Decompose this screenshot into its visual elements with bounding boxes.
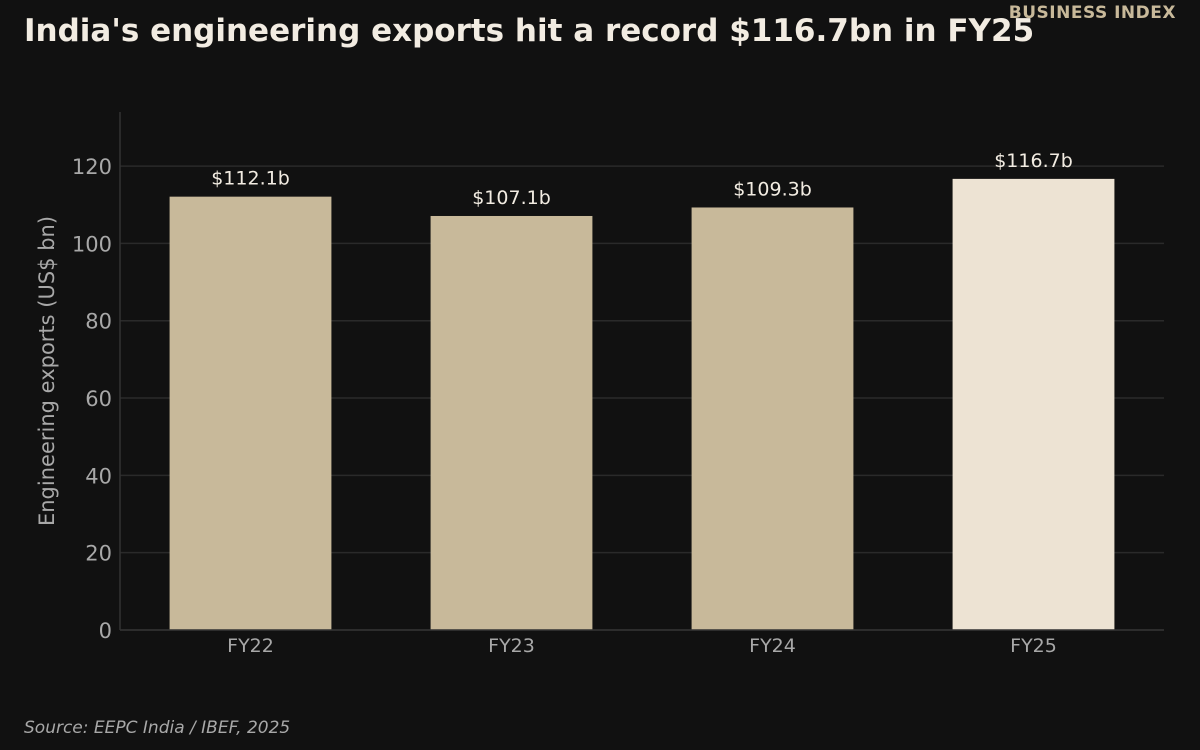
bar-fy23	[430, 215, 593, 630]
x-tick-label: FY23	[488, 635, 535, 657]
y-axis-title: Engineering exports (US$ bn)	[35, 216, 59, 526]
value-label: $109.3b	[733, 178, 812, 200]
y-tick-label: 80	[85, 310, 112, 334]
bars	[169, 178, 1115, 631]
x-tick-label: FY25	[1010, 635, 1057, 657]
x-tick-label: FY24	[749, 635, 796, 657]
y-tick-label: 60	[85, 387, 112, 411]
bar-fy25	[952, 178, 1115, 631]
bar-fy22	[169, 196, 332, 630]
value-label: $116.7b	[994, 150, 1073, 172]
y-tick-label: 0	[99, 619, 112, 643]
brand-label: BUSINESS INDEX	[1008, 3, 1176, 23]
bar-fy24	[691, 207, 854, 630]
y-tick-label: 20	[85, 542, 112, 566]
value-label: $107.1b	[472, 187, 551, 209]
value-labels: $112.1b $107.1b $109.3b $116.7b	[211, 150, 1073, 209]
axes: 0 20 40 60 80 100 120 FY22 FY23 FY24 FY25	[72, 112, 1164, 657]
x-tick-label: FY22	[227, 635, 274, 657]
y-tick-label: 120	[72, 155, 112, 179]
chart-title: India's engineering exports hit a record…	[24, 13, 1035, 49]
value-label: $112.1b	[211, 168, 290, 190]
y-tick-label: 100	[72, 232, 112, 256]
source-note: Source: EEPC India / IBEF, 2025	[24, 718, 291, 738]
y-tick-label: 40	[85, 464, 112, 488]
